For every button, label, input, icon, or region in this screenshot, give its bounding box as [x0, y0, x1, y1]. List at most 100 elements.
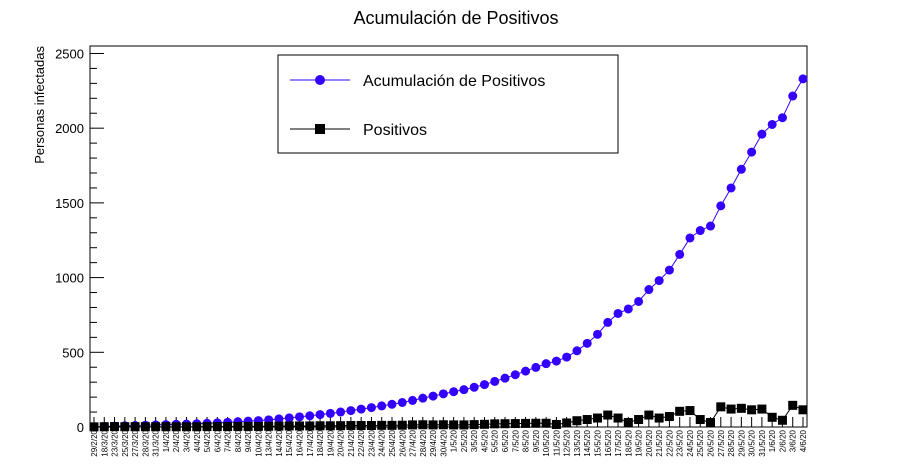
- data-point: [767, 119, 777, 129]
- data-point: [685, 233, 695, 243]
- data-point: [181, 422, 191, 432]
- data-point: [377, 420, 387, 430]
- data-point: [253, 421, 263, 431]
- legend: Acumulación de Positivos Positivos: [277, 54, 619, 154]
- x-tick-label: 27/5/20: [717, 429, 726, 456]
- data-point: [449, 387, 459, 397]
- data-point: [325, 421, 335, 431]
- data-point: [613, 308, 623, 318]
- legend-label-acumulados: Acumulación de Positivos: [363, 73, 545, 90]
- data-point: [541, 418, 551, 428]
- x-tick-label: 18/3/20: [100, 429, 109, 456]
- legend-marker-positivos: [315, 124, 325, 134]
- x-tick-label: 20/4/20: [337, 429, 346, 456]
- data-point: [223, 422, 233, 432]
- data-point: [377, 401, 387, 411]
- x-tick-label: 2/6/20: [778, 429, 787, 452]
- x-tick-label: 12/5/20: [563, 429, 572, 456]
- data-point: [798, 74, 808, 84]
- data-point: [397, 397, 407, 407]
- data-point: [582, 338, 592, 348]
- data-point: [664, 265, 674, 275]
- data-point: [469, 382, 479, 392]
- data-point: [325, 408, 335, 418]
- x-tick-label: 24/5/20: [686, 429, 695, 456]
- data-point: [387, 420, 397, 430]
- data-point: [603, 410, 613, 420]
- data-point: [408, 420, 418, 430]
- x-tick-label: 16/4/20: [296, 429, 305, 456]
- data-point: [562, 418, 572, 428]
- data-point: [438, 389, 448, 399]
- data-point: [736, 164, 746, 174]
- data-point: [315, 410, 325, 420]
- data-point: [356, 404, 366, 414]
- data-point: [757, 129, 767, 139]
- data-point: [798, 405, 808, 415]
- x-tick-label: 26/4/20: [398, 429, 407, 456]
- x-tick-label: 4/6/20: [799, 429, 808, 452]
- data-point: [336, 421, 346, 431]
- data-point: [151, 422, 161, 432]
- data-point: [562, 352, 572, 362]
- data-point: [541, 359, 551, 369]
- x-tick-label: 23/5/20: [676, 429, 685, 456]
- x-tick-label: 29/5/20: [737, 429, 746, 456]
- x-tick-label: 4/5/20: [480, 429, 489, 452]
- data-point: [366, 421, 376, 431]
- data-point: [747, 147, 757, 157]
- data-point: [305, 421, 315, 431]
- x-tick-label: 14/5/20: [583, 429, 592, 456]
- data-point: [644, 410, 654, 420]
- x-tick-label: 27/3/20: [131, 429, 140, 456]
- data-point: [644, 285, 654, 295]
- x-tick-label: 17/4/20: [306, 429, 315, 456]
- data-point: [675, 249, 685, 259]
- x-tick-label: 6/4/20: [213, 429, 222, 452]
- data-point: [418, 420, 428, 430]
- x-tick-label: 9/5/20: [532, 429, 541, 452]
- y-tick-label: 500: [62, 345, 84, 360]
- x-tick-label: 28/4/20: [419, 429, 428, 456]
- data-point: [592, 329, 602, 339]
- data-point: [366, 403, 376, 413]
- data-point: [120, 422, 130, 432]
- data-point: [408, 395, 418, 405]
- y-axis: 0 500 1000 1500 2000 2500: [55, 46, 104, 435]
- x-tick-label: 13/4/20: [265, 429, 274, 456]
- data-point: [510, 419, 520, 429]
- data-point: [336, 407, 346, 417]
- x-tick-label: 1/6/20: [768, 429, 777, 452]
- x-tick-label: 21/4/20: [347, 429, 356, 456]
- data-point: [346, 406, 356, 416]
- data-point: [295, 412, 305, 422]
- legend-box: [277, 54, 619, 154]
- y-tick-label: 2500: [55, 46, 84, 61]
- data-point: [130, 422, 140, 432]
- y-tick-label: 1000: [55, 271, 84, 286]
- data-point: [397, 420, 407, 430]
- data-point: [295, 421, 305, 431]
- data-point: [747, 405, 757, 415]
- data-point: [346, 421, 356, 431]
- data-point: [777, 113, 787, 123]
- data-point: [726, 404, 736, 414]
- series-layer: [89, 74, 808, 432]
- data-point: [89, 422, 99, 432]
- data-point: [623, 418, 633, 428]
- data-point: [99, 422, 109, 432]
- x-tick-label: 21/5/20: [655, 429, 664, 456]
- data-point: [428, 420, 438, 430]
- series-line: [93, 78, 804, 428]
- data-point: [634, 296, 644, 306]
- data-point: [685, 406, 695, 416]
- data-point: [110, 422, 120, 432]
- x-tick-label: 11/5/20: [552, 429, 561, 456]
- data-point: [243, 421, 253, 431]
- data-point: [521, 366, 531, 376]
- data-point: [664, 412, 674, 422]
- data-point: [305, 411, 315, 421]
- x-tick-label: 5/5/20: [491, 429, 500, 452]
- data-point: [777, 415, 787, 425]
